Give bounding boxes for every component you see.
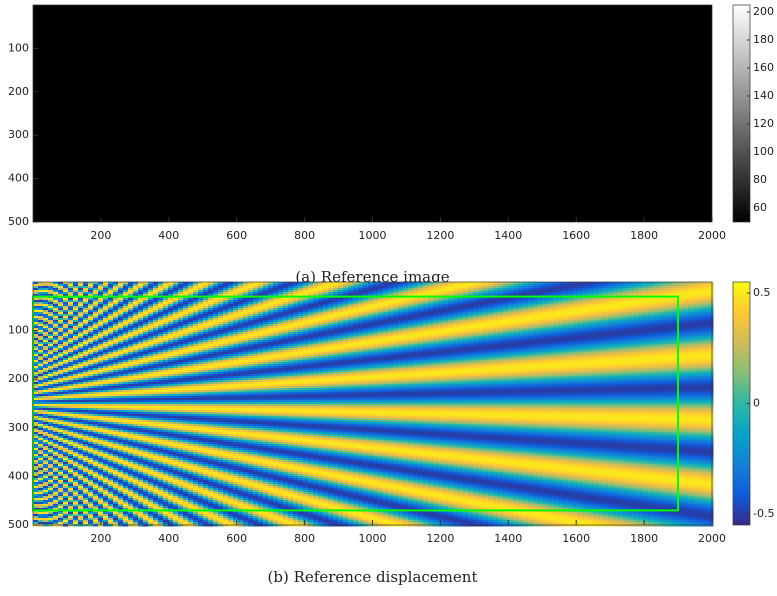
- x-tick-label: 1400: [494, 229, 522, 242]
- x-tick-label: 400: [158, 229, 179, 242]
- colorbar-tick-label: 100: [753, 145, 774, 158]
- colorbar-tick-label: 140: [753, 89, 774, 102]
- colorbar-tick-label: 200: [753, 5, 774, 18]
- y-tick-label: 400: [8, 172, 29, 185]
- displacement-field: [33, 282, 714, 527]
- colorbar-tick-label: 120: [753, 117, 774, 130]
- y-tick-label: 200: [8, 85, 29, 98]
- speckle-image: [33, 5, 712, 222]
- colorbar: [733, 5, 750, 222]
- colorbar-tick-label: 80: [753, 173, 767, 186]
- x-tick-label: 800: [294, 229, 315, 242]
- y-tick-label: 100: [8, 41, 29, 54]
- x-tick-label: 200: [90, 229, 111, 242]
- x-tick-label: 1600: [562, 229, 590, 242]
- colorbar-tick-label: 160: [753, 61, 774, 74]
- y-tick-label: 300: [8, 128, 29, 141]
- x-tick-label: 2000: [698, 229, 726, 242]
- x-tick-label: 600: [226, 229, 247, 242]
- y-tick-label: 500: [8, 215, 29, 228]
- x-tick-label: 1800: [630, 229, 658, 242]
- x-tick-label: 1200: [426, 229, 454, 242]
- colorbar-tick-label: 60: [753, 201, 767, 214]
- x-tick-label: 1000: [359, 229, 387, 242]
- colorbar-tick-label: 180: [753, 33, 774, 46]
